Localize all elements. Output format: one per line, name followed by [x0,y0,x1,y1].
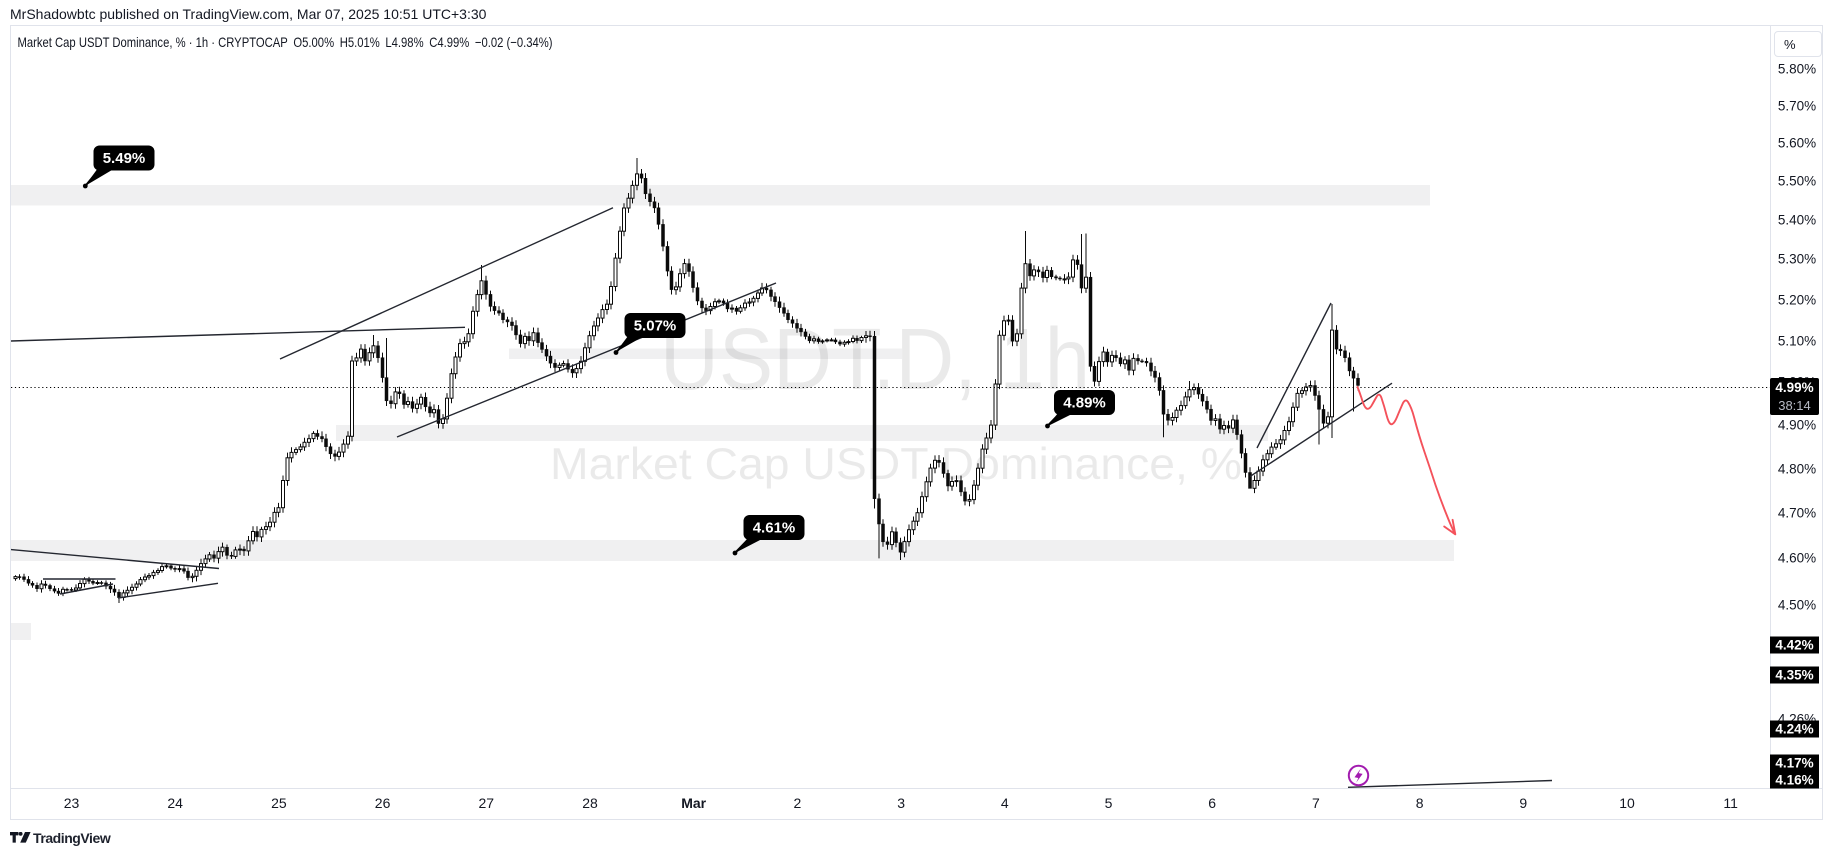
svg-text:Market Cap USDT Dominance, %: Market Cap USDT Dominance, % [550,440,1242,489]
svg-text:4.89%: 4.89% [1063,395,1106,412]
svg-text:Market Cap USDT Dominance, % ·: Market Cap USDT Dominance, % · 1h · CRYP… [18,34,553,50]
svg-text:4.61%: 4.61% [753,520,796,537]
svg-text:5.49%: 5.49% [103,150,146,167]
svg-text:5.07%: 5.07% [634,318,677,335]
